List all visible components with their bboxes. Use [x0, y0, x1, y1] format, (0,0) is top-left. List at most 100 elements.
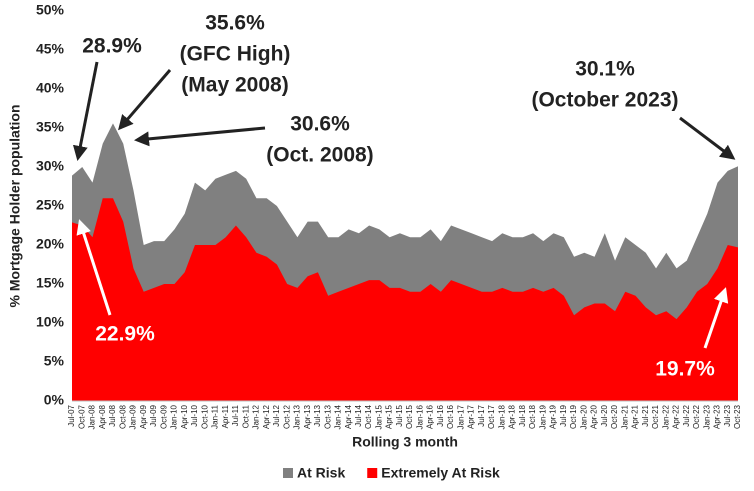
x-tick-label: Oct-11	[241, 404, 250, 428]
x-tick-label: Jul-07	[67, 404, 76, 426]
x-tick-label: Apr-14	[344, 404, 353, 429]
annotation: (October 2023)	[531, 89, 678, 112]
x-tick-label: Jan-23	[702, 404, 711, 429]
x-axis-title: Rolling 3 month	[352, 434, 458, 450]
x-tick-label: Jul-22	[682, 404, 691, 426]
x-tick-label: Oct-19	[569, 404, 578, 429]
y-tick-label: 10%	[36, 314, 65, 330]
x-tick-label: Oct-23	[733, 404, 742, 429]
annotation: 35.6%	[205, 12, 265, 35]
x-tick-label: Jan-13	[293, 404, 302, 429]
x-tick-label: Apr-15	[385, 404, 394, 429]
x-tick-label: Jan-14	[334, 404, 343, 429]
x-tick-label: Apr-09	[139, 404, 148, 429]
annotation: 30.1%	[575, 58, 635, 81]
x-tick-label: Oct-10	[200, 404, 209, 429]
x-tick-label: Jan-21	[620, 404, 629, 429]
x-tick-label: Oct-22	[692, 404, 701, 429]
x-tick-label: Jul-23	[723, 404, 732, 426]
x-tick-label: Oct-17	[487, 404, 496, 429]
annotation-arrow	[76, 219, 112, 316]
legend-label: Extremely At Risk	[381, 465, 500, 481]
annotation: (GFC High)	[180, 43, 291, 66]
x-tick-label: Oct-07	[77, 404, 86, 429]
x-tick-label: Oct-12	[282, 404, 291, 429]
x-tick-label: Apr-13	[303, 404, 312, 429]
x-tick-label: Jan-09	[129, 404, 138, 429]
x-tick-label: Apr-17	[467, 404, 476, 429]
x-tick-label: Jul-12	[272, 404, 281, 426]
x-tick-label: Apr-19	[549, 404, 558, 429]
x-tick-label: Apr-20	[590, 404, 599, 429]
x-tick-label: Jul-13	[313, 404, 322, 426]
legend-swatch	[367, 468, 378, 478]
legend-label: At Risk	[297, 465, 345, 481]
annotation: 22.9%	[95, 323, 155, 346]
y-tick-label: 30%	[36, 158, 65, 174]
x-tick-label: Jul-10	[190, 404, 199, 426]
x-tick-label: Jan-08	[88, 404, 97, 429]
x-tick-label: Jul-14	[354, 404, 363, 426]
annotation: 28.9%	[82, 35, 142, 58]
x-tick-label: Apr-10	[180, 404, 189, 429]
x-tick-label: Jul-19	[559, 404, 568, 426]
annotation: (Oct. 2008)	[266, 144, 373, 167]
x-tick-label: Oct-20	[610, 404, 619, 429]
x-tick-label: Jan-15	[374, 404, 383, 429]
y-tick-label: 25%	[36, 197, 65, 213]
x-tick-label: Jul-09	[149, 404, 158, 426]
y-tick-label: 35%	[36, 119, 65, 135]
annotation-arrow	[703, 287, 729, 349]
x-tick-label: Jul-21	[641, 404, 650, 426]
x-tick-label: Oct-16	[446, 404, 455, 429]
annotation: 19.7%	[655, 358, 715, 381]
x-tick-label: Apr-08	[98, 404, 107, 429]
y-tick-label: 5%	[44, 353, 65, 369]
y-tick-label: 50%	[36, 2, 65, 18]
annotation-arrow	[118, 69, 172, 131]
x-tick-label: Jan-11	[211, 404, 220, 428]
x-tick-label: Apr-18	[508, 404, 517, 429]
y-tick-label: 40%	[36, 80, 65, 96]
x-tick-label: Jul-17	[477, 404, 486, 426]
x-tick-label: Oct-21	[651, 404, 660, 429]
x-tick-label: Oct-18	[528, 404, 537, 429]
x-tick-label: Jul-15	[395, 404, 404, 426]
x-tick-label: Jul-11	[231, 404, 240, 426]
x-tick-label: Oct-15	[405, 404, 414, 429]
x-tick-label: Jan-10	[170, 404, 179, 429]
x-tick-label: Jan-17	[456, 404, 465, 429]
x-tick-label: Oct-14	[364, 404, 373, 429]
x-tick-label: Jul-16	[436, 404, 445, 426]
annotation-arrow	[679, 116, 736, 160]
y-tick-label: 45%	[36, 41, 65, 57]
x-tick-label: Jul-08	[108, 404, 117, 426]
x-tick-label: Apr-16	[426, 404, 435, 429]
y-axis-title: % Mortgage Holder population	[7, 105, 23, 308]
x-tick-label: Apr-21	[631, 404, 640, 429]
annotation-arrow	[134, 126, 266, 147]
x-tick-label: Apr-11	[221, 404, 230, 428]
area	[72, 198, 738, 401]
x-tick-label: Jan-12	[252, 404, 261, 429]
x-tick-label: Oct-09	[159, 404, 168, 429]
x-tick-label: Jul-20	[600, 404, 609, 426]
annotation: (May 2008)	[181, 74, 288, 97]
x-tick-label: Jul-18	[518, 404, 527, 426]
y-tick-label: 0%	[44, 392, 65, 408]
y-tick-label: 15%	[36, 275, 65, 291]
x-tick-label: Oct-13	[323, 404, 332, 429]
x-tick-label: Jan-16	[415, 404, 424, 429]
x-tick-label: Apr-12	[262, 404, 271, 429]
x-tick-label: Apr-22	[672, 404, 681, 429]
legend: At Risk Extremely At Risk	[283, 465, 500, 481]
annotation: 30.6%	[290, 113, 350, 136]
x-tick-label: Apr-23	[713, 404, 722, 429]
x-tick-label: Jan-20	[579, 404, 588, 429]
x-tick-label: Jan-22	[661, 404, 670, 429]
x-tick-label: Oct-08	[118, 404, 127, 429]
y-tick-label: 20%	[36, 236, 65, 252]
x-tick-label: Jan-19	[538, 404, 547, 429]
